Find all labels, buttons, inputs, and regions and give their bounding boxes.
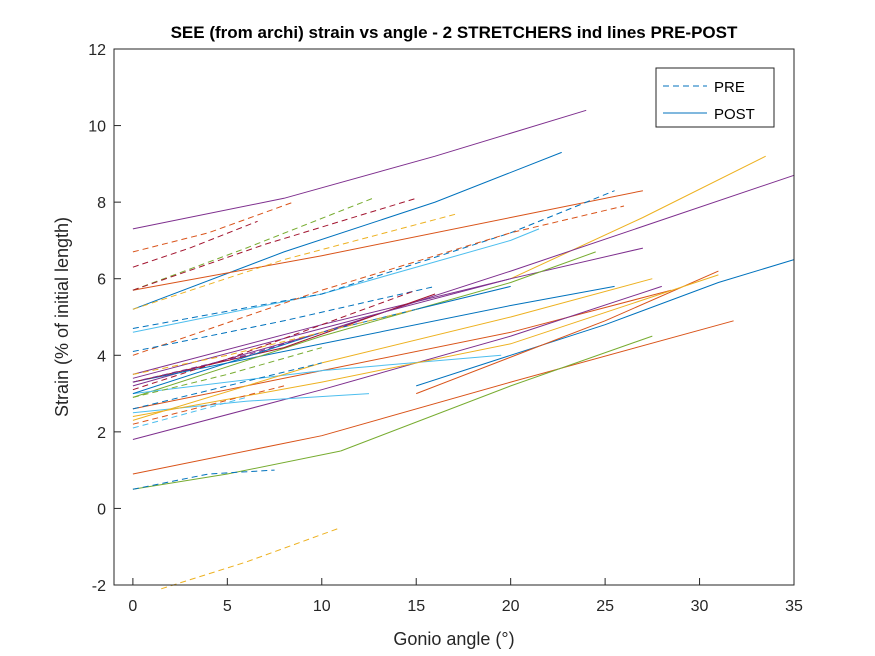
y-axis: -2 0 2 4 6 8 10 12: [88, 42, 121, 595]
chart-title: SEE (from archi) strain vs angle - 2 STR…: [171, 23, 738, 42]
y-axis-label: Strain (% of initial length): [52, 217, 72, 417]
pre-series-line: [132, 362, 322, 410]
series-layer: [132, 109, 795, 590]
pre-series-line: [132, 190, 615, 329]
legend-box: [655, 67, 775, 128]
post-series-line: [132, 274, 719, 417]
x-tick-label: 35: [785, 598, 803, 615]
pre-series-line: [132, 289, 417, 391]
post-series-line: [132, 109, 587, 230]
y-tick-label: 6: [97, 272, 106, 289]
x-tick-label: 15: [407, 598, 425, 615]
x-tick-label: 5: [223, 598, 232, 615]
legend: PRE POST: [655, 67, 775, 128]
pre-series-line: [132, 285, 436, 352]
x-axis: 0 5 10 15 20 25 30 35: [128, 578, 803, 615]
post-series-line: [132, 450, 341, 490]
pre-series-line: [132, 469, 275, 490]
post-series-line: [510, 155, 766, 280]
pre-series-line: [132, 197, 373, 291]
x-tick-label: 20: [502, 598, 520, 615]
pre-series-line: [132, 308, 417, 375]
post-series-line: [132, 278, 653, 421]
post-series-line: [132, 151, 562, 310]
post-series-line: [132, 247, 644, 375]
pre-series-line: [132, 385, 285, 425]
y-tick-label: 12: [88, 42, 106, 59]
y-tick-label: 0: [97, 501, 106, 518]
post-series-line: [132, 320, 734, 475]
post-series-line: [132, 289, 672, 410]
plot-frame: [113, 48, 795, 586]
pre-series-line: [132, 347, 322, 398]
x-tick-label: 30: [691, 598, 709, 615]
pre-series-line: [132, 205, 625, 356]
x-tick-label: 0: [128, 598, 137, 615]
pre-series-line: [132, 197, 417, 291]
x-tick-label: 25: [596, 598, 614, 615]
post-series-line: [132, 190, 643, 291]
legend-post-label: POST: [714, 106, 755, 123]
y-tick-label: 2: [97, 425, 106, 442]
y-tick-label: 4: [97, 348, 106, 365]
x-axis-label: Gonio angle (°): [393, 629, 514, 649]
pre-series-line: [132, 213, 458, 310]
post-series-line: [132, 354, 502, 395]
y-tick-label: 8: [97, 195, 106, 212]
legend-pre-label: PRE: [714, 79, 745, 96]
pre-series-line: [132, 201, 294, 253]
post-series-line: [340, 335, 653, 452]
post-series-line: [416, 259, 795, 387]
x-tick-label: 10: [313, 598, 331, 615]
post-series-line: [132, 228, 540, 333]
y-tick-label: -2: [92, 578, 106, 595]
y-tick-label: 10: [88, 119, 106, 136]
